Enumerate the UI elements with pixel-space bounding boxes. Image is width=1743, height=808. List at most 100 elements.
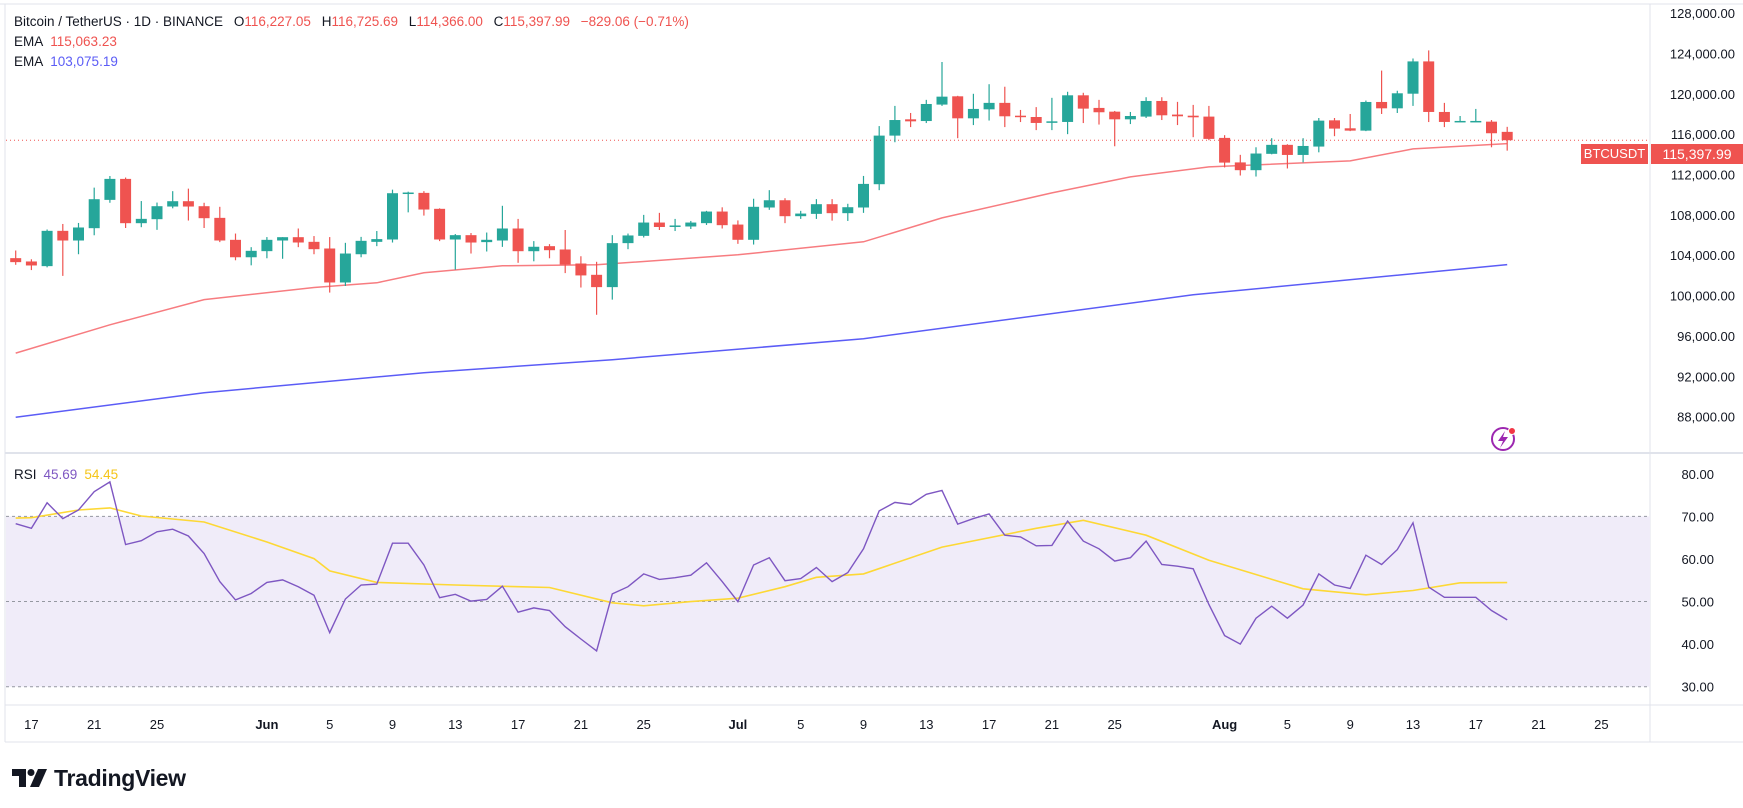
candle[interactable] (57, 223, 69, 276)
candle[interactable] (795, 210, 807, 219)
candle[interactable] (544, 244, 555, 259)
candle[interactable] (230, 233, 241, 261)
candle[interactable] (73, 222, 84, 255)
candle[interactable] (1486, 120, 1497, 148)
candle[interactable] (1391, 90, 1403, 113)
candle[interactable] (449, 234, 461, 270)
candle[interactable] (889, 105, 901, 143)
rsi-pane[interactable] (6, 480, 1650, 688)
candle[interactable] (810, 199, 822, 219)
candle[interactable] (182, 188, 194, 221)
candle[interactable] (402, 191, 414, 213)
candle[interactable] (983, 84, 995, 121)
symbol-title[interactable]: Bitcoin / TetherUS · 1D · BINANCE (14, 14, 224, 29)
candle[interactable] (1172, 101, 1183, 126)
candle[interactable] (1329, 118, 1340, 137)
candle[interactable] (214, 206, 226, 243)
candle[interactable] (324, 237, 336, 293)
candle[interactable] (135, 201, 147, 228)
price-pane[interactable] (6, 50, 1650, 418)
candle[interactable] (732, 220, 744, 244)
candle[interactable] (481, 232, 493, 252)
candle[interactable] (716, 207, 728, 229)
candle[interactable] (763, 190, 775, 210)
candle[interactable] (1093, 99, 1105, 125)
candle[interactable] (1376, 70, 1388, 114)
candle[interactable] (198, 202, 210, 228)
candle[interactable] (1297, 138, 1309, 163)
candle[interactable] (245, 247, 257, 266)
candle[interactable] (653, 212, 665, 231)
candle[interactable] (88, 187, 100, 236)
candle[interactable] (967, 93, 979, 126)
candle[interactable] (339, 242, 351, 287)
candle[interactable] (622, 233, 634, 250)
candle[interactable] (1077, 92, 1089, 124)
candle[interactable] (1124, 111, 1136, 125)
candle[interactable] (1187, 104, 1199, 138)
candle[interactable] (167, 191, 179, 209)
candle[interactable] (1501, 126, 1513, 151)
ema-fast-legend[interactable]: EMA 115,063.23 (14, 34, 117, 49)
candle[interactable] (1250, 147, 1262, 177)
candle[interactable] (41, 229, 53, 268)
candle[interactable] (120, 177, 132, 228)
candle[interactable] (418, 191, 430, 216)
candle[interactable] (905, 112, 917, 128)
rsi-legend[interactable]: RSI 45.69 54.45 (14, 467, 118, 482)
candle[interactable] (559, 230, 571, 274)
candle[interactable] (496, 205, 508, 247)
candle[interactable] (104, 176, 116, 203)
tradingview-logo[interactable]: TradingView (12, 764, 186, 792)
candle[interactable] (1109, 110, 1121, 147)
candle[interactable] (434, 208, 446, 242)
candle[interactable] (606, 235, 618, 300)
candle[interactable] (1454, 115, 1466, 123)
candle[interactable] (465, 233, 477, 254)
candle[interactable] (1407, 58, 1419, 106)
candle[interactable] (1281, 144, 1293, 169)
candle[interactable] (528, 241, 540, 262)
ema-slow-legend[interactable]: EMA 103,075.19 (14, 54, 118, 69)
rsi-axis[interactable]: 80.00 70.00 60.00 50.00 40.00 30.00 (1681, 467, 1714, 695)
candle[interactable] (952, 95, 964, 139)
candle[interactable] (748, 198, 760, 245)
candle[interactable] (1344, 113, 1356, 132)
candle[interactable] (1470, 108, 1482, 123)
candle[interactable] (387, 189, 398, 243)
candle[interactable] (575, 256, 587, 288)
candle[interactable] (873, 126, 885, 191)
candle[interactable] (10, 250, 22, 265)
candle[interactable] (1360, 100, 1372, 132)
candle[interactable] (1046, 97, 1058, 131)
candle[interactable] (1062, 91, 1074, 135)
candle[interactable] (1438, 102, 1450, 128)
candle[interactable] (669, 218, 681, 232)
candle[interactable] (261, 237, 273, 259)
candle[interactable] (151, 202, 163, 230)
candle[interactable] (1234, 154, 1246, 176)
candle[interactable] (371, 231, 383, 247)
candle[interactable] (1030, 107, 1042, 131)
candle[interactable] (277, 237, 289, 259)
price-axis[interactable]: 128,000.00 124,000.00 120,000.00 116,000.00… (1670, 6, 1735, 425)
candle[interactable] (591, 261, 603, 315)
candle[interactable] (1015, 109, 1026, 123)
candle[interactable] (512, 218, 524, 263)
candle[interactable] (685, 220, 697, 230)
candle[interactable] (842, 203, 854, 221)
candle[interactable] (25, 259, 37, 271)
candle[interactable] (638, 214, 650, 238)
candle[interactable] (1423, 50, 1435, 123)
candle[interactable] (1140, 97, 1152, 119)
candle[interactable] (826, 199, 838, 221)
candle[interactable] (308, 236, 320, 255)
candle[interactable] (999, 86, 1011, 128)
candle[interactable] (292, 228, 304, 248)
candle[interactable] (1266, 138, 1278, 155)
candle[interactable] (701, 210, 712, 225)
candle[interactable] (920, 99, 932, 124)
candle[interactable] (936, 62, 948, 106)
candle[interactable] (779, 198, 791, 224)
